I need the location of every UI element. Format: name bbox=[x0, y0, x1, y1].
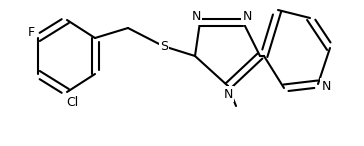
Text: S: S bbox=[160, 40, 168, 53]
Text: N: N bbox=[191, 11, 201, 24]
Text: N: N bbox=[223, 87, 233, 100]
Text: Cl: Cl bbox=[66, 95, 78, 108]
Text: N: N bbox=[321, 80, 331, 93]
Text: F: F bbox=[27, 27, 35, 40]
Text: N: N bbox=[242, 11, 252, 24]
